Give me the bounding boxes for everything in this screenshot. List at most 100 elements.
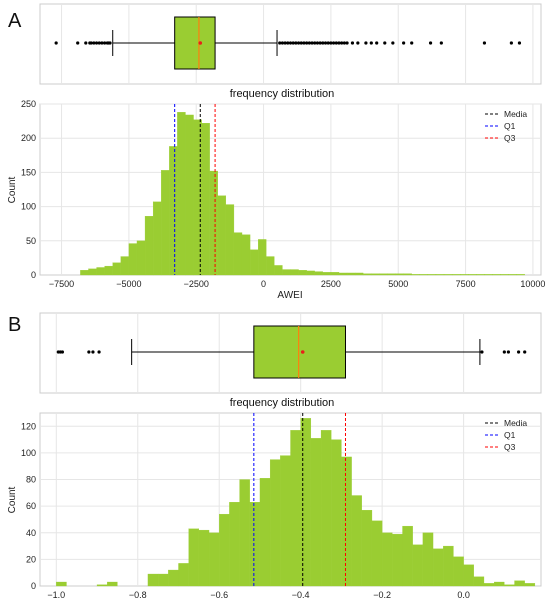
histogram-bar: [120, 256, 130, 276]
histogram-panel-a: frequency distribution AWEI Count 0 50 100…: [7, 88, 545, 301]
histogram-bar: [379, 273, 388, 276]
histogram-bar: [320, 430, 332, 587]
y-tick-label: 80: [26, 475, 36, 485]
histogram-bar: [209, 170, 218, 276]
histogram-bar: [322, 272, 332, 276]
histogram-bar: [500, 274, 509, 276]
boxplot-outlier: [369, 41, 373, 45]
x-tick-label: 7500: [456, 279, 476, 289]
boxplot-outlier: [87, 350, 91, 354]
boxplot-outlier: [103, 41, 107, 45]
histogram-bar: [229, 502, 240, 587]
boxplot-outlier: [278, 41, 282, 45]
boxplot-outlier: [428, 41, 433, 45]
boxplot-outlier: [280, 41, 285, 45]
boxplot-outlier: [345, 41, 349, 45]
boxplot-outlier: [286, 41, 290, 45]
boxplot-outlier: [108, 41, 112, 45]
x-tick-label: 2500: [321, 279, 341, 289]
boxplot-outlier: [482, 41, 487, 45]
boxplot-outlier: [334, 41, 338, 45]
histogram-bar: [249, 502, 261, 587]
histogram-bar: [152, 201, 162, 276]
histogram-bar: [128, 243, 138, 276]
y-tick-label: 250: [21, 99, 36, 109]
histogram-bar: [96, 584, 108, 587]
boxplot-outlier: [92, 41, 96, 45]
histogram-bar: [468, 274, 477, 276]
histogram-bar: [161, 170, 170, 276]
boxplot-outlier: [307, 41, 311, 45]
legend-label-q1: Q1: [504, 430, 516, 440]
boxplot-outlier: [288, 41, 293, 45]
histogram-bar: [241, 234, 251, 276]
histogram-bar: [306, 270, 315, 276]
histogram-bar: [136, 240, 146, 276]
boxplot-outlier: [326, 41, 330, 45]
boxplot-outlier: [310, 41, 314, 45]
boxplot-outlier: [313, 41, 317, 45]
histogram-panel-b: frequency distribution Count 0 20 40 60 80 10…: [7, 397, 542, 600]
y-tick-label: 100: [21, 202, 36, 212]
boxplot-outlier: [323, 41, 328, 45]
histogram-bar: [443, 274, 453, 276]
boxplot-outlier: [97, 350, 101, 354]
panel-label-b: B: [8, 314, 21, 336]
legend-label-media: Media: [504, 418, 527, 428]
histogram-bar: [395, 273, 404, 276]
histogram-bar: [473, 576, 485, 587]
histogram-bar: [492, 274, 501, 276]
histogram-bar: [144, 216, 154, 276]
boxplot-outlier: [302, 41, 306, 45]
chart-title-b: frequency distribution: [230, 397, 335, 409]
boxplot-outlier: [89, 41, 93, 45]
x-tick-label: −7500: [49, 279, 74, 289]
histogram-bar: [392, 533, 403, 587]
histogram-bar: [88, 268, 97, 276]
boxplot-outlier: [60, 350, 65, 354]
histogram-bar: [432, 548, 444, 587]
histogram-bar: [435, 274, 445, 276]
histogram-bar: [453, 556, 464, 587]
boxplot-outlier: [76, 41, 80, 45]
histogram-bar: [476, 274, 485, 276]
y-tick-label: 40: [26, 528, 36, 538]
histogram-bar: [104, 265, 113, 276]
histogram-bar: [504, 584, 515, 587]
y-tick-label: 150: [21, 167, 36, 177]
y-tick-label: 60: [26, 501, 36, 511]
y-tick-label: 20: [26, 554, 36, 564]
histogram-bar: [147, 573, 159, 587]
boxplot-outlier: [94, 41, 99, 45]
histogram-bar: [351, 495, 362, 587]
histogram-bar: [269, 459, 281, 587]
boxplot-outlier: [321, 41, 325, 45]
y-tick-label: 200: [21, 133, 36, 143]
histogram-bar: [169, 146, 178, 276]
boxplot-outlier: [97, 41, 101, 45]
boxplot-outlier: [84, 41, 88, 45]
histogram-bar: [363, 273, 372, 276]
histogram-bar: [157, 573, 169, 587]
histogram-bar: [516, 274, 525, 276]
histogram-bar: [422, 532, 434, 587]
y-tick-label: 50: [26, 236, 36, 246]
boxplot-outlier: [391, 41, 395, 45]
histogram-bar: [371, 273, 380, 276]
boxplot-outlier: [315, 41, 320, 45]
histogram-bar: [443, 545, 454, 587]
histogram-bar: [387, 273, 396, 276]
boxplot-box: [253, 325, 346, 379]
boxplot-outlier: [502, 350, 506, 354]
histogram-bar: [460, 274, 469, 276]
boxplot-outlier: [480, 350, 484, 354]
boxplot-outlier: [329, 41, 333, 45]
histogram-bar: [188, 528, 200, 587]
histogram-bar: [483, 583, 495, 587]
histogram-bar: [361, 509, 373, 587]
x-tick-label: −2500: [184, 279, 209, 289]
boxplot-outlier: [410, 41, 414, 45]
histogram-bar: [524, 583, 536, 587]
x-tick-label: −0.2: [373, 590, 391, 600]
